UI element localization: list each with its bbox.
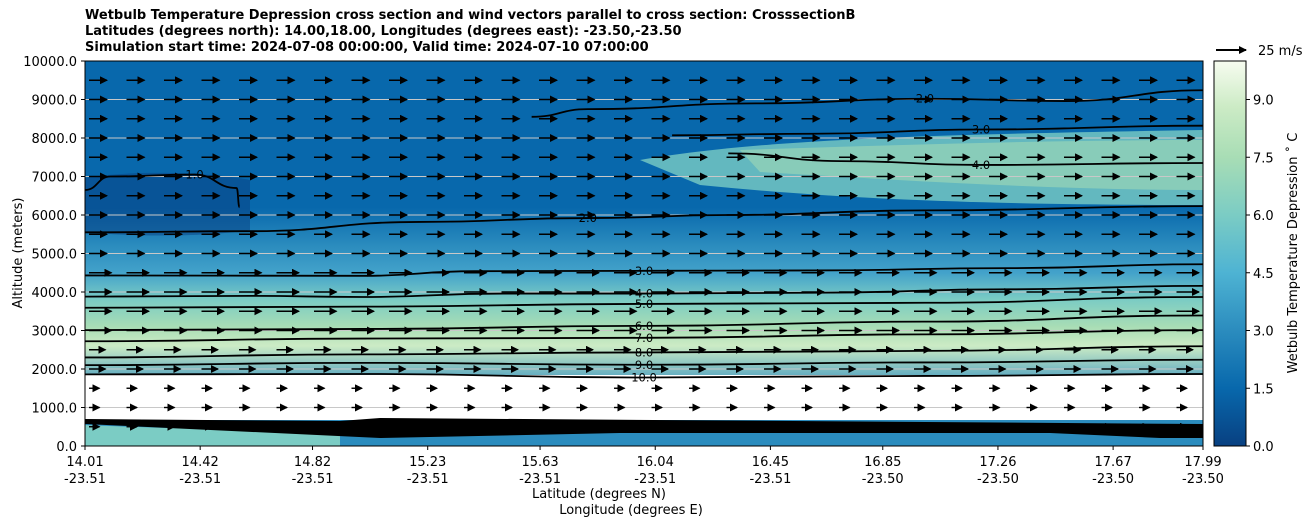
y-tick-label: 2000.0 xyxy=(32,363,78,378)
x-tick-label-lon: -23.51 xyxy=(634,472,676,487)
x-axis-label-secondary: Longitude (degrees E) xyxy=(559,503,703,518)
x-tick-label-lat: 14.01 xyxy=(66,455,103,470)
colorbar-label: Wetbulb Temperature Depression ˚ C xyxy=(1285,133,1301,374)
x-tick-label-lat: 15.63 xyxy=(521,455,558,470)
x-tick-label-lat: 17.67 xyxy=(1095,455,1132,470)
colorbar-gradient xyxy=(1213,60,1247,447)
contour-label: 8.0 xyxy=(635,345,653,359)
y-tick-label: 8000.0 xyxy=(32,132,78,147)
colorbar-tick-label: 1.5 xyxy=(1253,382,1274,397)
x-tick-label-lat: 16.85 xyxy=(864,455,901,470)
y-tick-label: 1000.0 xyxy=(32,402,78,417)
y-tick-label: 5000.0 xyxy=(32,248,78,263)
x-tick-label-lon: -23.50 xyxy=(977,472,1019,487)
surface-moist-patch xyxy=(85,425,340,446)
colorbar: 0.0 1.5 3.0 4.5 6.0 7.5 9.0 Wetbulb Temperatur… xyxy=(1213,60,1301,455)
y-tick-label: 0.0 xyxy=(56,440,77,455)
y-tick-label: 3000.0 xyxy=(32,325,78,340)
x-tick-label-lon: -23.51 xyxy=(519,472,561,487)
x-tick-label-lat: 16.45 xyxy=(752,455,789,470)
y-tick-label: 9000.0 xyxy=(32,94,78,109)
contour-line xyxy=(85,345,1203,359)
colorbar-tick-label: 3.0 xyxy=(1253,325,1274,340)
colorbar-tick-label: 4.5 xyxy=(1253,267,1274,282)
contour-line xyxy=(85,373,1203,379)
contour-line xyxy=(728,152,1203,166)
x-tick-label-lat: 16.04 xyxy=(637,455,674,470)
contour-label: 1.0 xyxy=(185,168,203,182)
contour-label: 2.0 xyxy=(579,211,597,225)
contour-label: 10.0 xyxy=(631,370,657,384)
y-axis: 0.0 1000.0 2000.0 3000.0 4000.0 5000.0 6000.0 7… xyxy=(23,55,85,455)
colorbar-ticks: 0.0 1.5 3.0 4.5 6.0 7.5 9.0 xyxy=(1246,94,1274,455)
y-axis-label: Altitude (meters) xyxy=(11,198,26,309)
x-tick-label-lon: -23.51 xyxy=(749,472,791,487)
plot-area: 3.04.05.06.07.08.09.010.02.01.02.03.04.0 xyxy=(85,61,1203,446)
wind-vectors xyxy=(89,76,1200,431)
colorbar-tick-label: 6.0 xyxy=(1253,209,1274,224)
contour-line xyxy=(85,263,1203,277)
colorbar-tick-label: 9.0 xyxy=(1253,94,1274,109)
contour-line xyxy=(85,296,1203,309)
x-tick-label-lon: -23.51 xyxy=(407,472,449,487)
x-axis-label: Latitude (degrees N) xyxy=(532,487,666,502)
contour-label: 2.0 xyxy=(916,92,934,106)
y-tick-label: 4000.0 xyxy=(32,286,78,301)
x-tick-label-lon: -23.50 xyxy=(1092,472,1134,487)
contour-label: 6.0 xyxy=(635,319,653,333)
contour-label: 4.0 xyxy=(635,287,653,301)
x-tick-label-lat: 17.26 xyxy=(979,455,1016,470)
contour-label: 4.0 xyxy=(972,158,990,172)
x-tick-label-lat: 15.23 xyxy=(409,455,446,470)
wind-reference-label: 25 m/s xyxy=(1258,44,1303,59)
y-tick-label: 7000.0 xyxy=(32,171,78,186)
x-axis: 14.01 -23.51 14.42 -23.51 14.82 -23.51 15.23 -2… xyxy=(64,446,1224,487)
x-tick-label-lat: 17.99 xyxy=(1184,455,1221,470)
x-tick-label-lon: -23.51 xyxy=(292,472,334,487)
x-tick-label-lat: 14.82 xyxy=(294,455,331,470)
chart-title-line-3: Simulation start time: 2024-07-08 00:00:… xyxy=(85,40,649,55)
x-tick-label-lon: -23.51 xyxy=(179,472,221,487)
x-tick-label-lat: 14.42 xyxy=(182,455,219,470)
x-tick-label-lon: -23.50 xyxy=(862,472,904,487)
contour-label: 5.0 xyxy=(635,297,653,311)
contour-line xyxy=(85,358,1203,367)
x-tick-label-lon: -23.51 xyxy=(64,472,106,487)
contour-label: 3.0 xyxy=(635,264,653,278)
wind-reference-key: 25 m/s xyxy=(1216,44,1303,59)
contour-line xyxy=(85,314,1203,332)
contour-label: 3.0 xyxy=(972,123,990,137)
contour-line xyxy=(85,329,1203,343)
chart-title-line-1: Wetbulb Temperature Depression cross sec… xyxy=(85,8,856,23)
y-tick-label: 6000.0 xyxy=(32,209,78,224)
contour-line xyxy=(672,124,1203,137)
colorbar-tick-label: 7.5 xyxy=(1253,151,1274,166)
y-tick-label: 10000.0 xyxy=(23,55,77,70)
contour-label: 7.0 xyxy=(635,331,653,345)
chart-title-line-2: Latitudes (degrees north): 14.00,18.00, … xyxy=(85,24,682,39)
dry-layer-white xyxy=(85,375,1203,420)
contour-label: 9.0 xyxy=(635,358,653,372)
colorbar-tick-label: 0.0 xyxy=(1253,440,1274,455)
upper-left-dry-core xyxy=(85,172,250,236)
x-tick-label-lon: -23.50 xyxy=(1182,472,1224,487)
horizontal-gridlines xyxy=(85,99,1203,408)
